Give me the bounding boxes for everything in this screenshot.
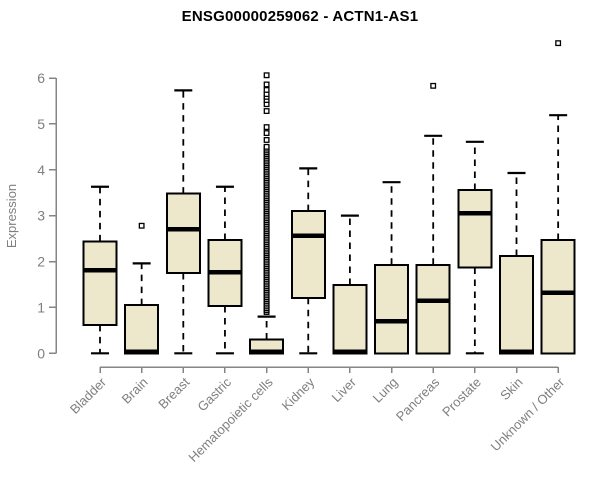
x-axis [99, 366, 559, 373]
y-tick-label: 6 [37, 70, 45, 86]
outlier-point [263, 130, 270, 137]
x-tick-label: Prostate [439, 375, 484, 420]
box-pancreas [415, 82, 451, 355]
box-lung [374, 181, 410, 355]
outlier-point [263, 124, 270, 131]
x-tick-label: Liver [328, 374, 359, 405]
x-tick-label: Lung [370, 375, 401, 406]
box-rect [415, 263, 451, 355]
box-bladder [82, 185, 118, 355]
box-rect [374, 263, 410, 355]
y-tick-label: 3 [37, 208, 45, 224]
y-tick-label: 2 [37, 254, 45, 270]
box-rect [124, 304, 160, 355]
outlier-point [263, 86, 270, 93]
chart-title: ENSG00000259062 - ACTN1-AS1 [181, 8, 419, 25]
box-rect [290, 210, 326, 299]
x-tick-label: Skin [497, 375, 525, 403]
box-rect [332, 283, 368, 355]
box-rect [165, 192, 201, 275]
x-tick-label: Unknown / Other [488, 374, 568, 454]
y-tick-label: 1 [37, 299, 45, 315]
y-axis-title: Expression [4, 184, 19, 248]
box-brain [124, 222, 160, 355]
box-unknown-other [540, 40, 576, 355]
outlier-point [263, 81, 270, 88]
outlier-point [430, 82, 437, 89]
x-tick-label: Breast [155, 374, 192, 411]
y-tick-label: 4 [37, 162, 45, 178]
outlier-point [263, 143, 270, 150]
box-rect [540, 238, 576, 355]
outlier-point [263, 108, 270, 115]
x-tick-label: Brain [119, 375, 151, 407]
x-tick-label: Pancreas [393, 374, 443, 424]
box-rect [82, 240, 118, 326]
box-skin [499, 171, 534, 355]
box-prostate [457, 140, 493, 355]
box-rect [457, 188, 493, 269]
box-liver [332, 214, 368, 355]
outlier-point [555, 40, 562, 47]
box-rect [499, 255, 534, 355]
x-tick-label: Bladder [67, 374, 110, 417]
outlier-point [138, 222, 145, 229]
y-tick-label: 0 [37, 345, 45, 361]
x-tick-label: Kidney [279, 374, 318, 413]
y-axis [49, 77, 57, 355]
y-tick-label: 5 [37, 116, 45, 132]
x-tick-label: Gastric [194, 374, 234, 414]
box-kidney [290, 167, 326, 355]
outlier-point [263, 72, 270, 79]
outlier-point [263, 137, 270, 143]
box-hematopoietic-cells [249, 72, 285, 355]
box-breast [165, 89, 201, 355]
box-gastric [207, 185, 243, 355]
